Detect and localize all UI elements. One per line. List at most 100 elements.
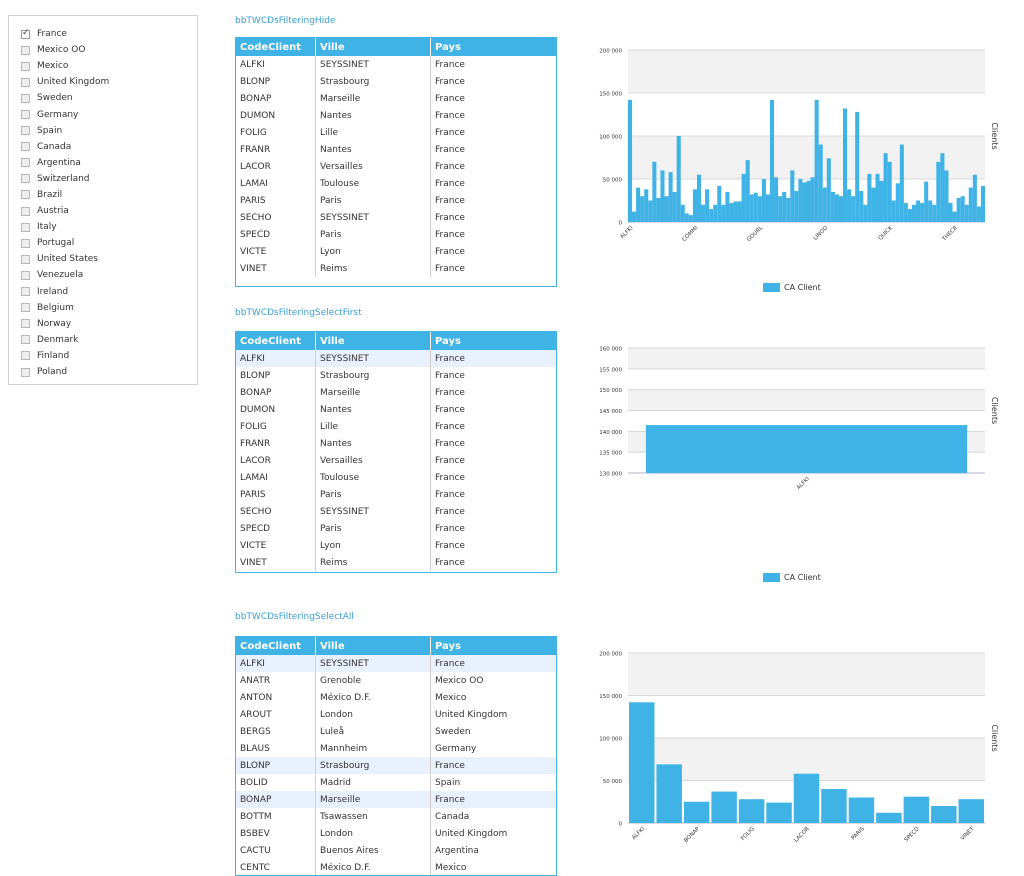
filter-item[interactable]: Switzerland (21, 171, 197, 187)
column-header[interactable]: CodeClient (236, 637, 316, 655)
bar[interactable] (879, 180, 884, 222)
column-header[interactable]: Ville (315, 637, 431, 655)
table-row[interactable]: AROUT London United Kingdom (236, 706, 556, 723)
filter-item[interactable]: France (21, 26, 197, 42)
bar[interactable] (867, 173, 872, 222)
bar[interactable] (645, 425, 968, 473)
bar[interactable] (802, 182, 807, 222)
table-row[interactable]: FOLIG Lille France (236, 418, 556, 435)
filter-checkbox[interactable] (21, 254, 30, 264)
table-row[interactable]: ALFKI SEYSSINET France (236, 350, 556, 367)
bar[interactable] (916, 200, 921, 223)
bar[interactable] (701, 204, 706, 222)
table-row[interactable]: LAMAI Toulouse France (236, 175, 556, 192)
bar[interactable] (684, 213, 689, 222)
bar[interactable] (778, 196, 783, 222)
filter-checkbox[interactable] (21, 206, 30, 216)
bar[interactable] (737, 201, 742, 222)
table-row[interactable]: LACOR Versailles France (236, 452, 556, 469)
filter-checkbox[interactable] (21, 367, 30, 377)
filter-checkbox[interactable] (21, 45, 30, 55)
table-row[interactable]: BSBEV London United Kingdom (236, 825, 556, 842)
filter-item[interactable]: Portugal (21, 235, 197, 251)
bar[interactable] (664, 196, 669, 222)
filter-checkbox[interactable] (21, 238, 30, 248)
table-row[interactable]: PARIS Paris France (236, 486, 556, 503)
bar[interactable] (847, 189, 852, 222)
table-row[interactable]: SPECD Paris France (236, 520, 556, 537)
column-header[interactable]: Ville (315, 332, 431, 350)
bar[interactable] (931, 806, 957, 823)
bar[interactable] (810, 177, 815, 222)
bar[interactable] (636, 187, 641, 222)
bar[interactable] (903, 796, 930, 823)
bar[interactable] (793, 773, 820, 823)
table-row[interactable]: CENTC México D.F. Mexico (236, 859, 556, 875)
filter-checkbox[interactable] (21, 303, 30, 313)
table-row[interactable]: PARIS Paris France (236, 192, 556, 209)
bar[interactable] (851, 196, 856, 222)
table-row[interactable]: SPECD Paris France (236, 226, 556, 243)
bar[interactable] (899, 144, 904, 222)
filter-checkbox[interactable] (21, 110, 30, 120)
filter-checkbox[interactable] (21, 287, 30, 297)
bar[interactable] (859, 191, 864, 222)
column-header[interactable]: Pays (430, 38, 556, 56)
bar[interactable] (863, 204, 868, 222)
bar[interactable] (940, 153, 945, 222)
bar[interactable] (652, 161, 657, 222)
table-row[interactable]: VICTE Lyon France (236, 537, 556, 554)
bar[interactable] (782, 191, 787, 222)
filter-checkbox[interactable] (21, 270, 30, 280)
table-row[interactable]: VINET Reims France (236, 554, 556, 571)
table-row[interactable]: ANATR Grenoble Mexico OO (236, 672, 556, 689)
bar[interactable] (928, 200, 933, 223)
bar[interactable] (688, 215, 693, 222)
bar[interactable] (711, 791, 737, 823)
table-row[interactable]: LAMAI Toulouse France (236, 469, 556, 486)
bar[interactable] (790, 170, 795, 222)
bar[interactable] (891, 200, 896, 223)
bar[interactable] (948, 203, 953, 222)
filter-checkbox[interactable] (21, 222, 30, 232)
bar[interactable] (628, 99, 633, 222)
bar[interactable] (952, 211, 957, 222)
filter-checkbox[interactable] (21, 158, 30, 168)
bar[interactable] (753, 192, 758, 222)
bar[interactable] (976, 206, 981, 222)
table-row[interactable]: DUMON Nantes France (236, 401, 556, 418)
filter-item[interactable]: Mexico OO (21, 42, 197, 58)
table-row[interactable]: BLONP Strasbourg France (236, 367, 556, 384)
bar[interactable] (680, 204, 685, 222)
bar[interactable] (876, 812, 902, 823)
bar[interactable] (907, 209, 912, 222)
table-row[interactable]: ALFKI SEYSSINET France (236, 655, 556, 672)
filter-checkbox[interactable] (21, 28, 30, 39)
bar[interactable] (911, 204, 917, 222)
bar[interactable] (786, 197, 791, 222)
bar[interactable] (721, 204, 726, 222)
bar[interactable] (895, 183, 900, 222)
table-row[interactable]: BOLID Madrid Spain (236, 774, 556, 791)
filter-item[interactable]: Finland (21, 348, 197, 364)
filter-item[interactable]: Argentina (21, 155, 197, 171)
bar[interactable] (741, 173, 746, 222)
filter-item[interactable]: Denmark (21, 332, 197, 348)
filter-checkbox[interactable] (21, 77, 30, 87)
bar[interactable] (757, 196, 762, 222)
filter-item[interactable]: Austria (21, 203, 197, 219)
table-row[interactable]: ALFKI SEYSSINET France (236, 56, 556, 73)
table-row[interactable]: BONAP Marseille France (236, 90, 556, 107)
filter-item[interactable]: Germany (21, 106, 197, 122)
bar[interactable] (725, 191, 730, 222)
filter-checkbox[interactable] (21, 142, 30, 152)
bar[interactable] (830, 191, 835, 222)
bar[interactable] (960, 196, 965, 222)
bar[interactable] (798, 179, 803, 222)
bar[interactable] (717, 185, 722, 222)
table-row[interactable]: VINET Reims France (236, 260, 556, 277)
bar[interactable] (855, 111, 860, 222)
filter-checkbox[interactable] (21, 351, 30, 361)
bar[interactable] (672, 191, 677, 222)
bar[interactable] (765, 194, 770, 222)
